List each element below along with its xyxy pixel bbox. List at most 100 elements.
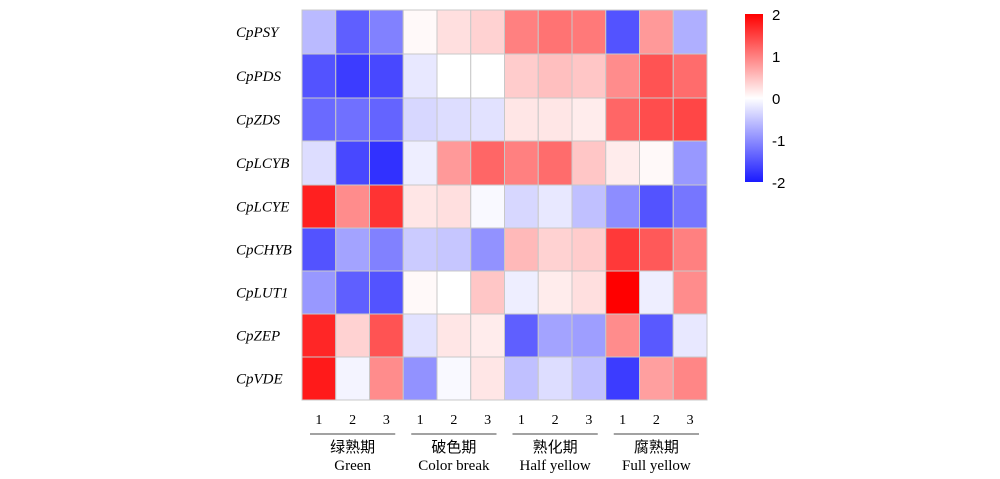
heatmap-cell xyxy=(571,9,607,55)
stage-labels: 绿熟期 Green 破色期 Color break 熟化期 Half yellow 腐熟期 F… xyxy=(310,433,699,474)
stage-label-cn: 破色期 xyxy=(431,438,476,456)
replicate-labels: 1 2 3 1 2 3 1 2 3 1 2 3 xyxy=(315,413,693,428)
heatmap-cell xyxy=(335,356,370,401)
heatmap-cell xyxy=(639,140,674,186)
heatmap-cell xyxy=(537,9,573,55)
heatmap-cell xyxy=(301,140,337,186)
heatmap-cells xyxy=(301,9,708,401)
heatmap-cell xyxy=(605,313,640,358)
heatmap-cell xyxy=(571,313,607,358)
heatmap-cell xyxy=(436,270,472,315)
heatmap-cell xyxy=(639,53,674,99)
heatmap-cell xyxy=(301,53,337,99)
replicate-tick: 1 xyxy=(315,413,322,428)
heatmap-cell xyxy=(639,97,674,142)
replicate-tick: 3 xyxy=(585,413,592,428)
heatmap-cell xyxy=(369,9,404,55)
heatmap-cell xyxy=(436,53,472,99)
heatmap-cell xyxy=(436,140,472,186)
heatmap-cell xyxy=(436,97,472,142)
replicate-tick: 2 xyxy=(349,413,356,428)
heatmap-cell xyxy=(537,184,573,229)
heatmap-cell xyxy=(605,356,640,401)
heatmap-cell xyxy=(537,356,573,401)
heatmap-cell xyxy=(672,53,708,99)
heatmap-cell xyxy=(402,313,438,358)
replicate-tick: 2 xyxy=(552,413,559,428)
heatmap-cell xyxy=(537,97,573,142)
heatmap-cell xyxy=(369,227,404,272)
heatmap-cell xyxy=(504,227,539,272)
heatmap-cell xyxy=(639,184,674,229)
heatmap-cell xyxy=(470,313,505,358)
heatmap-cell xyxy=(504,97,539,142)
heatmap-cell xyxy=(301,97,337,142)
heatmap-cell xyxy=(605,9,640,55)
heatmap-cell xyxy=(605,97,640,142)
heatmap-cell xyxy=(402,356,438,401)
colorbar-tick: 1 xyxy=(772,49,780,66)
gene-label: CpLCYB xyxy=(236,156,289,172)
heatmap-cell xyxy=(402,227,438,272)
heatmap-cell xyxy=(639,227,674,272)
heatmap-cell xyxy=(436,184,472,229)
heatmap-cell xyxy=(335,97,370,142)
gene-label: CpPSY xyxy=(236,25,280,41)
heatmap-cell xyxy=(301,227,337,272)
heatmap-cell xyxy=(436,227,472,272)
heatmap-cell xyxy=(571,53,607,99)
heatmap-cell xyxy=(571,97,607,142)
heatmap-cell xyxy=(402,97,438,142)
heatmap-cell xyxy=(335,184,370,229)
heatmap-cell xyxy=(672,140,708,186)
replicate-tick: 2 xyxy=(653,413,660,428)
heatmap-cell xyxy=(639,270,674,315)
heatmap-cell xyxy=(335,227,370,272)
heatmap-cell xyxy=(571,270,607,315)
gene-label: CpLCYE xyxy=(236,200,289,216)
heatmap-cell xyxy=(369,184,404,229)
heatmap-cell xyxy=(369,313,404,358)
heatmap-cell xyxy=(537,227,573,272)
stage-label-cn: 绿熟期 xyxy=(330,438,375,456)
heatmap-cell xyxy=(639,313,674,358)
heatmap-cell xyxy=(470,270,505,315)
replicate-tick: 1 xyxy=(518,413,525,428)
replicate-tick: 3 xyxy=(383,413,390,428)
stage-label-en: Color break xyxy=(418,458,490,474)
heatmap-cell xyxy=(571,184,607,229)
heatmap-cell xyxy=(470,53,505,99)
heatmap-cell xyxy=(672,9,708,55)
heatmap-cell xyxy=(470,356,505,401)
heatmap-cell xyxy=(369,97,404,142)
heatmap-cell xyxy=(672,97,708,142)
heatmap-cell xyxy=(470,140,505,186)
heatmap-cell xyxy=(537,313,573,358)
heatmap-cell xyxy=(369,356,404,401)
heatmap-cell xyxy=(470,227,505,272)
heatmap-cell xyxy=(504,9,539,55)
gene-labels: CpPSY CpPDS CpZDS CpLCYB CpLCYE CpCHYB CpLUT1 C… xyxy=(236,25,292,388)
gene-label: CpCHYB xyxy=(236,243,292,259)
heatmap-cell xyxy=(571,356,607,401)
heatmap-cell xyxy=(335,9,370,55)
colorbar-tick: 2 xyxy=(772,7,780,24)
heatmap-cell xyxy=(537,270,573,315)
stage-label-cn: 熟化期 xyxy=(533,438,578,456)
heatmap-cell xyxy=(301,184,337,229)
heatmap-cell xyxy=(335,140,370,186)
heatmap-cell xyxy=(402,270,438,315)
replicate-tick: 1 xyxy=(417,413,424,428)
gene-label: CpZEP xyxy=(236,329,280,345)
heatmap-cell xyxy=(504,356,539,401)
replicate-tick: 1 xyxy=(619,413,626,428)
stage-label-en: Half yellow xyxy=(520,458,591,474)
heatmap-cell xyxy=(504,270,539,315)
colorbar-tick: -2 xyxy=(772,175,785,192)
replicate-tick: 2 xyxy=(450,413,457,428)
heatmap-cell xyxy=(672,227,708,272)
heatmap-cell xyxy=(470,97,505,142)
heatmap-cell xyxy=(335,270,370,315)
heatmap-cell xyxy=(605,227,640,272)
heatmap-cell xyxy=(402,140,438,186)
